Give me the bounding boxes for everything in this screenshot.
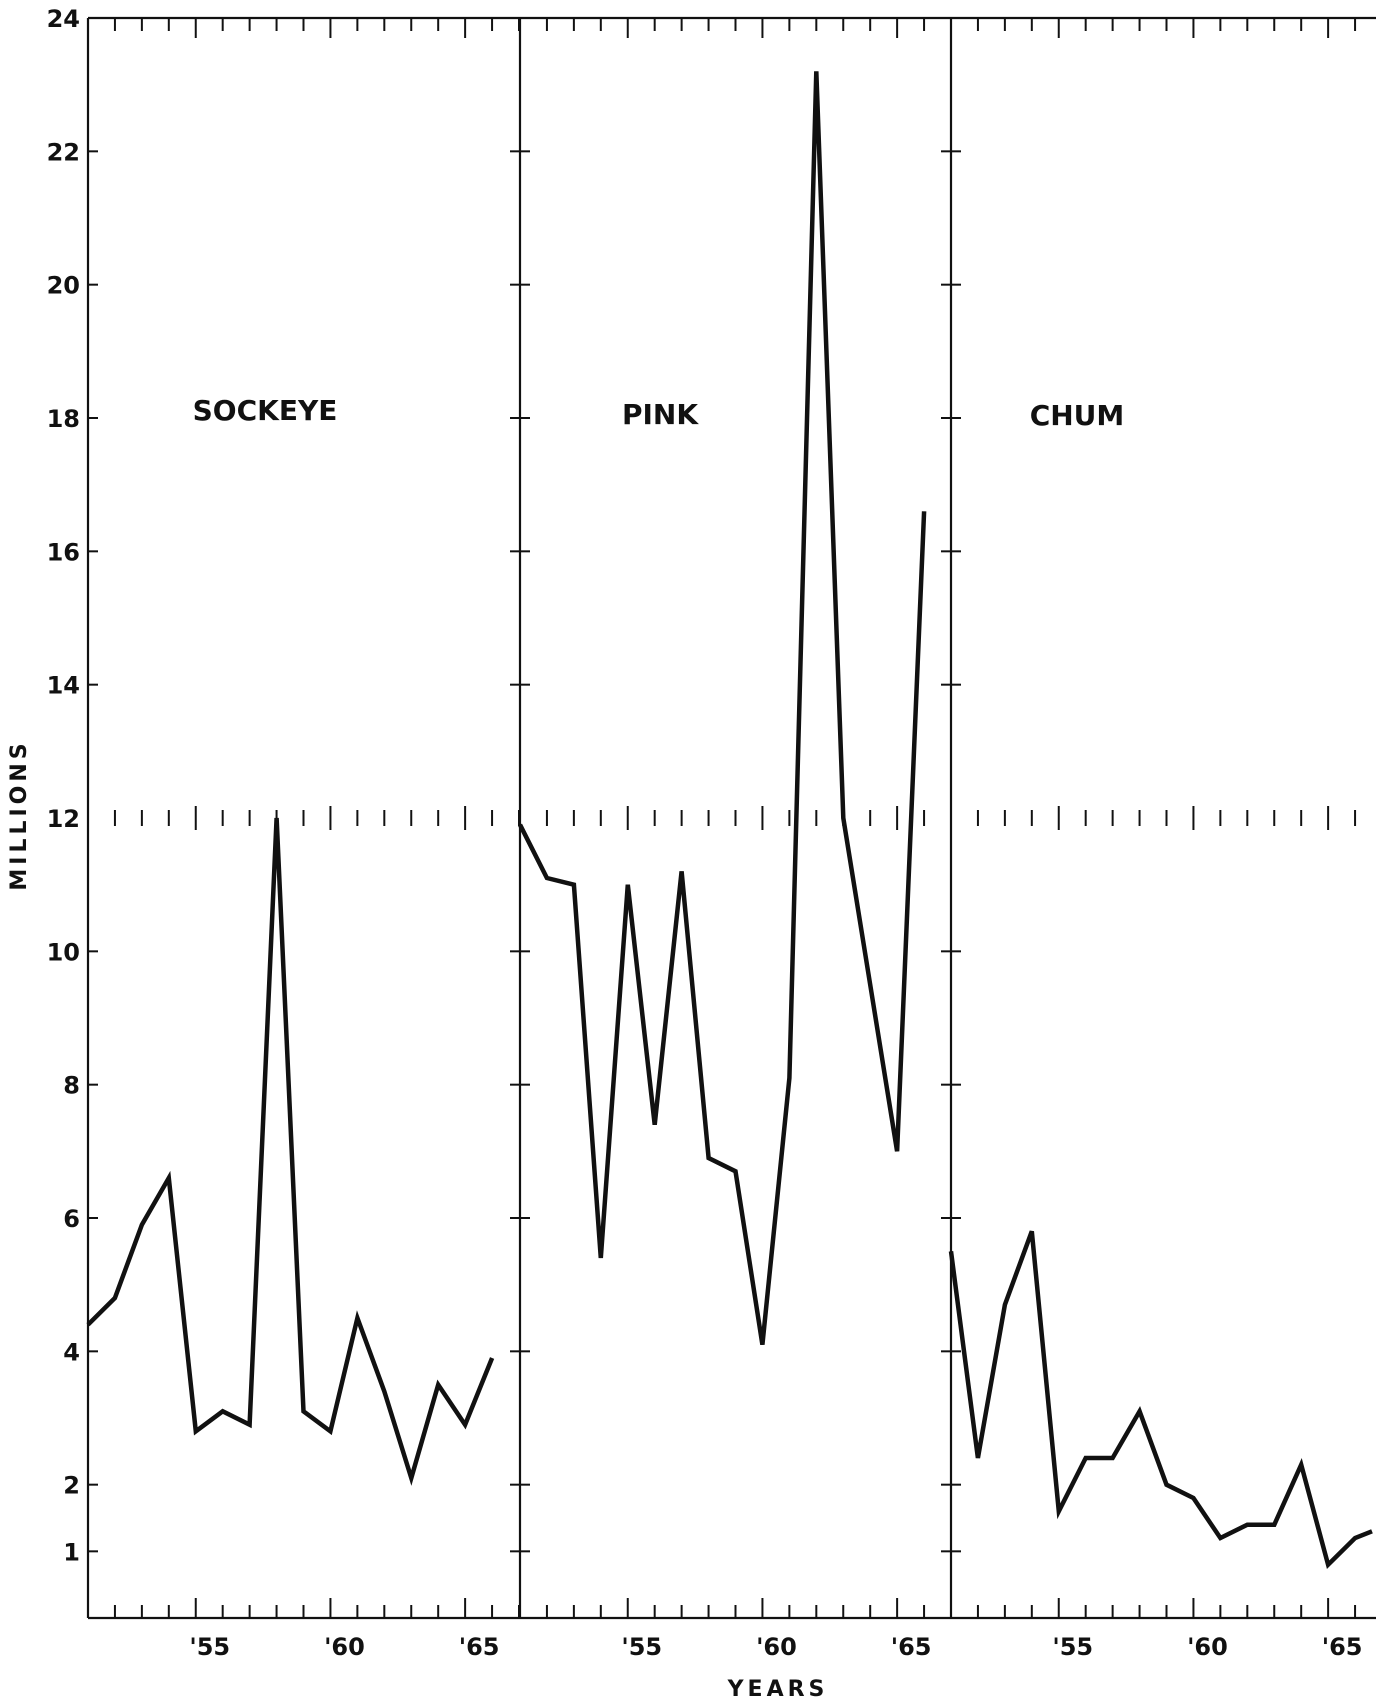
series-line-chum xyxy=(948,1230,1373,1570)
panel-title: CHUM xyxy=(1030,399,1125,432)
x-tick-label: '65 xyxy=(891,1633,932,1661)
x-tick-label: '55 xyxy=(1052,1633,1093,1661)
y-tick-label: 20 xyxy=(47,272,80,300)
y-tick-label: 12 xyxy=(47,805,80,833)
series-line-sockeye xyxy=(86,817,495,1486)
y-tick-label: 6 xyxy=(63,1205,80,1233)
x-tick-label: '55 xyxy=(189,1633,230,1661)
x-tick-label: '60 xyxy=(324,1633,365,1661)
y-axis: 24 22 20 18 16 14 12 10 8 6 4 2 1 xyxy=(47,5,961,1566)
panel-sockeye: SOCKEYE '55 '60 '65 xyxy=(86,394,500,1661)
y-tick-label: 1 xyxy=(63,1538,80,1566)
x-tick-label: '65 xyxy=(1322,1633,1363,1661)
y-tick-label: 14 xyxy=(47,672,80,700)
y-tick-label: 8 xyxy=(63,1072,80,1100)
y-tick-label: 22 xyxy=(47,138,80,166)
y-tick-label: 16 xyxy=(47,538,80,566)
y-tick-label: 10 xyxy=(47,938,80,966)
y-tick-label: 18 xyxy=(47,405,80,433)
panel-chum: CHUM '55 '60 '65 xyxy=(948,399,1373,1661)
panel-title: PINK xyxy=(622,398,699,431)
panel-pink: PINK '55 '60 '65 xyxy=(517,71,932,1661)
y-tick-label: 24 xyxy=(47,5,80,33)
x-tick-label: '55 xyxy=(621,1633,662,1661)
y-axis-title: MILLIONS xyxy=(7,739,32,890)
y-tick-label: 4 xyxy=(63,1338,80,1366)
chart-frame xyxy=(86,16,1376,1620)
y-tick-label: 2 xyxy=(63,1472,80,1500)
x-axis-title: YEARS xyxy=(727,1677,829,1702)
series-line-pink xyxy=(517,71,927,1346)
x-tick-label: '60 xyxy=(756,1633,797,1661)
x-tick-label: '60 xyxy=(1187,1633,1228,1661)
panel-title: SOCKEYE xyxy=(193,394,338,427)
x-tick-label: '65 xyxy=(459,1633,500,1661)
chart-panels: SOCKEYE '55 '60 '65 PINK '55 '60 '65 CHUM '55 '60 '… xyxy=(86,71,1373,1661)
